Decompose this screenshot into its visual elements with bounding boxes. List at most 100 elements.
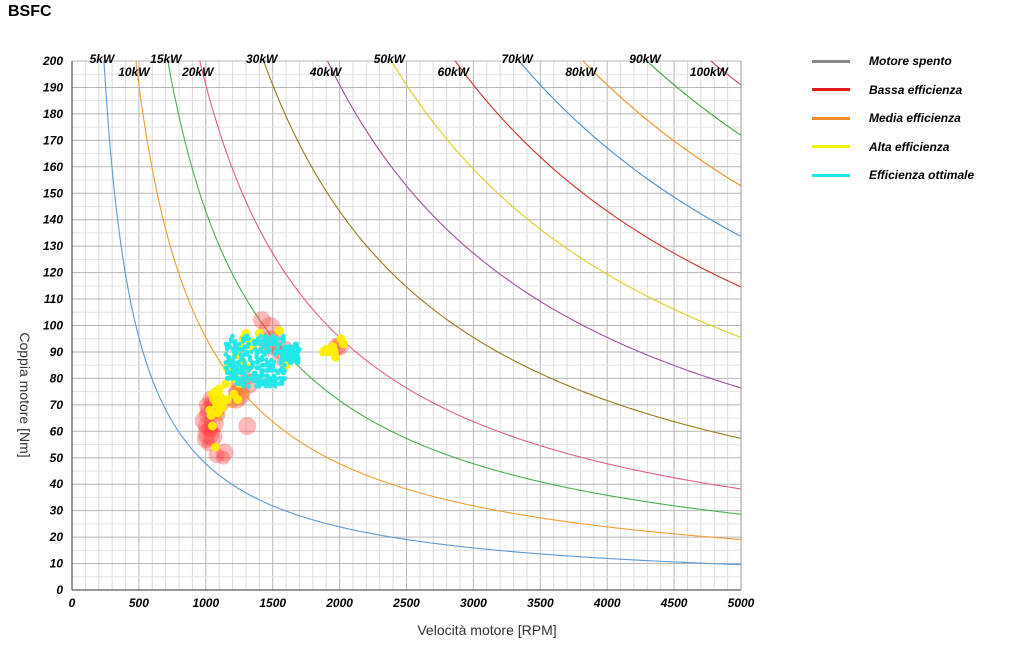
x-tick-label: 3500: [527, 596, 554, 610]
legend-item[interactable]: Media efficienza: [812, 104, 974, 133]
legend-label: Efficienza ottimale: [869, 168, 975, 183]
y-tick-label: 140: [43, 213, 63, 227]
data-point: [253, 370, 258, 376]
power-curve-label: 100kW: [690, 65, 730, 79]
chart-title: BSFC: [8, 3, 52, 20]
power-curve-label: 10kW: [118, 65, 151, 79]
data-point: [258, 357, 264, 363]
power-curve-70kw: [518, 60, 742, 237]
data-point: [254, 352, 259, 357]
data-point: [273, 349, 278, 355]
y-tick-label: 150: [43, 186, 63, 200]
data-point: [234, 381, 239, 387]
data-point: [239, 378, 245, 384]
y-axis-title: Coppia motore [Nm]: [17, 332, 33, 457]
power-curve-5kw: [103, 60, 741, 566]
data-point: [273, 381, 278, 387]
data-point: [227, 344, 233, 350]
data-point: [202, 426, 223, 447]
power-curve-label: 30kW: [246, 52, 279, 66]
x-tick-label: 2000: [325, 596, 353, 610]
legend-item[interactable]: Efficienza ottimale: [812, 161, 974, 190]
y-tick-label: 120: [43, 266, 63, 280]
x-tick-label: 4000: [593, 596, 621, 610]
data-point: [263, 357, 269, 363]
legend-item[interactable]: Motore spento: [812, 47, 974, 76]
power-curve-20kw: [199, 60, 742, 490]
data-point: [237, 341, 242, 347]
data-point: [266, 368, 272, 373]
data-point: [294, 357, 300, 363]
data-point: [246, 384, 251, 389]
data-point: [273, 368, 278, 373]
power-curve-50kw: [390, 60, 742, 338]
x-tick-label: 4500: [660, 596, 688, 610]
legend-item[interactable]: Bassa efficienza: [812, 76, 974, 105]
y-tick-label: 170: [43, 133, 63, 147]
data-point: [281, 370, 286, 376]
legend: Motore spento Bassa efficienza Media effic…: [812, 47, 974, 190]
y-tick-label: 100: [43, 319, 63, 333]
data-point: [238, 417, 257, 435]
legend-swatch: [812, 145, 850, 149]
data-point: [246, 341, 251, 347]
data-point: [210, 442, 220, 452]
data-point: [267, 384, 273, 389]
data-point: [230, 333, 235, 339]
y-tick-label: 10: [50, 557, 64, 571]
legend-swatch: [812, 88, 850, 92]
data-point: [319, 347, 328, 357]
data-point: [250, 362, 255, 368]
power-curve-100kw: [710, 60, 742, 86]
legend-label: Alta efficienza: [869, 139, 950, 154]
x-tick-label: 5000: [728, 596, 755, 610]
data-point: [238, 352, 243, 357]
y-tick-label: 200: [42, 54, 63, 68]
power-curve-90kw: [646, 60, 742, 136]
data-point: [232, 368, 238, 373]
x-axis-title: Velocità motore [RPM]: [417, 622, 556, 638]
legend-item[interactable]: Alta efficienza: [812, 133, 974, 162]
data-point: [279, 354, 285, 360]
y-tick-label: 80: [50, 371, 64, 385]
data-point: [215, 443, 234, 462]
power-curve-label: 15kW: [150, 52, 183, 66]
data-point: [206, 410, 216, 420]
y-tick-label: 190: [43, 80, 63, 94]
y-tick-label: 30: [50, 504, 64, 518]
data-point: [228, 362, 234, 368]
data-point: [249, 349, 254, 355]
y-tick-label: 60: [50, 424, 64, 438]
data-point: [247, 357, 253, 363]
x-tick-label: 1500: [259, 596, 286, 610]
data-point: [208, 447, 225, 464]
data-point: [273, 336, 278, 342]
power-curve-60kw: [454, 60, 742, 288]
data-point: [231, 354, 237, 360]
y-tick-label: 70: [50, 398, 64, 412]
power-curve-40kw: [327, 60, 742, 389]
data-point: [278, 349, 284, 355]
legend-swatch: [812, 59, 850, 63]
data-point: [231, 376, 237, 381]
data-point: [221, 379, 231, 389]
data-point: [245, 378, 250, 384]
data-point: [226, 354, 231, 360]
y-tick-label: 90: [50, 345, 64, 359]
power-curve-label: 20kW: [181, 65, 215, 79]
power-curve-label: 80kW: [565, 65, 598, 79]
power-curve-80kw: [582, 60, 742, 187]
data-point: [241, 384, 246, 389]
data-point: [278, 360, 284, 365]
data-point: [232, 341, 238, 347]
y-tick-label: 0: [56, 583, 63, 597]
data-point: [253, 341, 258, 347]
data-point: [251, 378, 257, 384]
power-curve-label: 5kW: [90, 52, 116, 66]
data-point: [275, 344, 281, 350]
data-point: [261, 362, 266, 368]
legend-label: Media efficienza: [869, 111, 961, 126]
grid: [71, 60, 742, 591]
